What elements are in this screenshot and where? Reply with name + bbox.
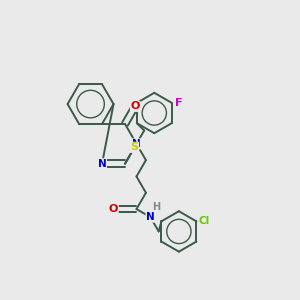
Text: N: N bbox=[98, 159, 106, 169]
Text: F: F bbox=[175, 98, 182, 108]
Text: O: O bbox=[109, 204, 118, 214]
Text: O: O bbox=[130, 101, 140, 111]
Text: N: N bbox=[146, 212, 155, 222]
Text: H: H bbox=[152, 202, 160, 212]
Text: N: N bbox=[132, 139, 141, 149]
Text: Cl: Cl bbox=[199, 216, 210, 226]
Text: S: S bbox=[130, 142, 139, 152]
